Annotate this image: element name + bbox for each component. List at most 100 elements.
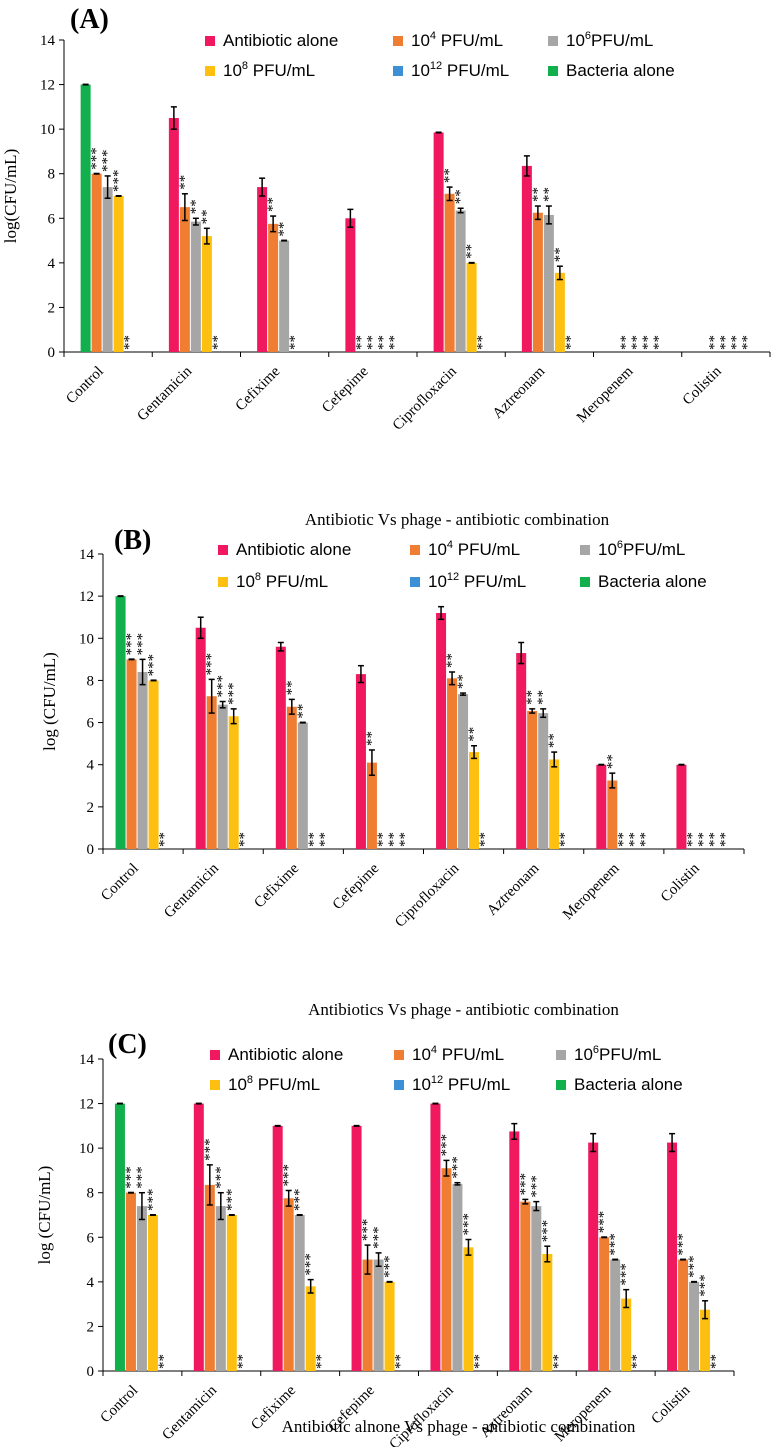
x-tick-label: Ciprofloxacin	[390, 363, 461, 434]
bar-antibiotic_alone	[193, 1103, 204, 1371]
legend-base: 10	[223, 61, 242, 80]
bar-phage_1e4	[206, 696, 217, 849]
significance-stars: **	[541, 187, 557, 202]
significance-stars: **	[375, 832, 391, 847]
bar-phage_1e4	[607, 780, 618, 849]
significance-stars: **	[708, 1354, 724, 1369]
legend-exponent: 12	[431, 1074, 443, 1086]
bar-antibiotic_alone	[676, 764, 687, 849]
legend-entry-phage_1e12: 1012 PFU/mL	[411, 60, 509, 80]
significance-stars: ***	[371, 1226, 387, 1249]
significance-stars: **	[615, 832, 631, 847]
legend-exponent: 8	[242, 60, 248, 72]
bar-antibiotic_alone	[272, 1125, 283, 1371]
bar-phage_1e4	[599, 1237, 610, 1371]
legend-exponent: 8	[247, 1074, 253, 1086]
significance-stars: ***	[202, 1138, 218, 1161]
legend-swatch-phage_1e4	[410, 545, 420, 555]
significance-stars: **	[314, 1354, 330, 1369]
legend-entry-antibiotic_alone: Antibiotic alone	[228, 1045, 343, 1064]
significance-stars: **	[466, 727, 482, 742]
legend-entry-phage_1e8: 108 PFU/mL	[228, 1074, 320, 1094]
significance-stars: ***	[528, 1175, 544, 1198]
legend-exponent: 12	[447, 571, 459, 583]
bar-phage_1e6	[294, 1215, 305, 1371]
significance-stars: ***	[100, 149, 116, 172]
legend-entry-antibiotic_alone: Antibiotic alone	[223, 31, 338, 50]
legend-swatch-phage_1e6	[548, 36, 558, 46]
legend-swatch-antibiotic_alone	[218, 545, 228, 555]
significance-stars: **	[739, 335, 755, 350]
significance-stars: ***	[460, 1213, 476, 1236]
significance-stars: **	[524, 690, 540, 705]
significance-stars: **	[640, 335, 656, 350]
bar-phage_1e8	[226, 1215, 237, 1371]
bar-phage_1e4	[366, 762, 377, 849]
legend-unit: PFU/mL	[261, 572, 328, 591]
significance-stars: **	[717, 335, 733, 350]
significance-stars: ***	[215, 675, 231, 698]
x-tick-label: Aztreonam	[484, 860, 543, 919]
legend-unit: PFU/mL	[623, 540, 685, 559]
legend-unit: PFU/mL	[443, 1075, 510, 1094]
bar-phage_1e8	[305, 1286, 316, 1371]
legend-entry-phage_1e4: 104 PFU/mL	[411, 30, 503, 50]
y-tick-label: 8	[87, 1186, 95, 1202]
legend-entry-phage_1e6: 106PFU/mL	[566, 30, 653, 50]
significance-stars: **	[295, 704, 311, 719]
x-tick-label: Control	[63, 364, 107, 408]
bar-phage_1e8	[621, 1298, 632, 1371]
bar-phage_1e4	[91, 173, 102, 352]
y-tick-label: 10	[79, 631, 94, 647]
significance-stars: **	[397, 832, 413, 847]
x-axis-label: Antibiotic Vs phage - antibiotic combina…	[305, 510, 610, 529]
significance-stars: **	[353, 335, 369, 350]
significance-stars: **	[604, 754, 620, 769]
significance-stars: ***	[517, 1173, 533, 1196]
bar-phage_1e4	[179, 207, 190, 352]
bar-antibiotic_alone	[275, 646, 286, 849]
significance-stars: **	[364, 731, 380, 746]
significance-stars: **	[306, 832, 322, 847]
bar-phage_1e6	[538, 713, 549, 849]
legend-exponent: 6	[585, 30, 591, 42]
significance-stars: ***	[697, 1274, 713, 1297]
legend-entry-phage_1e4: 104 PFU/mL	[412, 1044, 504, 1064]
x-tick-label: Cefepime	[319, 363, 372, 416]
bar-antibiotic_alone	[509, 1131, 520, 1371]
bar-bacteria_alone	[115, 596, 126, 849]
significance-stars: **	[265, 197, 281, 212]
significance-stars: **	[122, 335, 138, 350]
bar-bacteria_alone	[114, 1103, 125, 1371]
bar-phage_1e6	[543, 214, 554, 352]
legend-swatch-bacteria_alone	[548, 66, 558, 76]
y-tick-label: 12	[79, 589, 94, 605]
significance-stars: **	[651, 335, 667, 350]
bar-phage_1e4	[444, 193, 455, 352]
significance-stars: **	[550, 1354, 566, 1369]
bar-phage_1e4	[125, 1192, 136, 1371]
bar-phage_1e4	[532, 212, 543, 352]
bar-antibiotic_alone	[667, 1142, 678, 1371]
bar-phage_1e4	[362, 1259, 373, 1371]
significance-stars: ***	[292, 1189, 308, 1212]
bar-antibiotic_alone	[521, 165, 532, 352]
x-tick-label: Meropenem	[574, 363, 637, 426]
significance-stars: **	[475, 335, 491, 350]
bar-phage_1e8	[469, 752, 480, 849]
x-axis-label: Antibiotics Vs phage - antibiotic combin…	[308, 1000, 619, 1019]
y-tick-label: 4	[87, 1275, 95, 1291]
bar-antibiotic_alone	[257, 187, 268, 352]
legend-base: 10	[566, 31, 585, 50]
significance-stars: **	[386, 335, 402, 350]
significance-stars: **	[530, 187, 546, 202]
bar-phage_1e4	[520, 1201, 531, 1371]
legend-swatch-bacteria_alone	[556, 1080, 566, 1090]
x-tick-label: Colistin	[648, 1382, 693, 1427]
significance-stars: ***	[382, 1255, 398, 1278]
bar-phage_1e6	[531, 1206, 542, 1371]
